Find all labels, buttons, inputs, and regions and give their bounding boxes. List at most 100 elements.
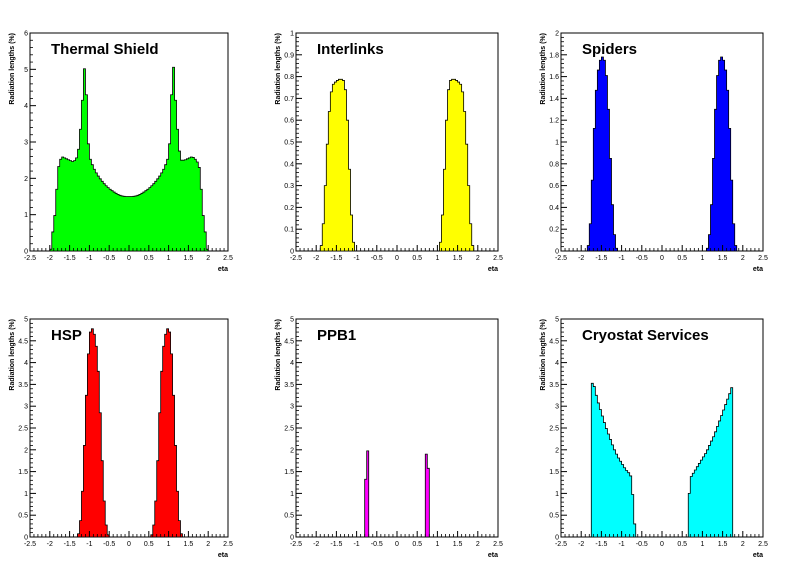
x-tick-label: 0 [395,541,399,548]
histogram-bars [30,66,228,252]
chart-panel: -2.5 -2 -1.5 -1 -0.5 0 0.5 1 1.5 2 2.5 0 0.5 1 1.5 2 2.5… [540,317,768,560]
panel-title: Interlinks [317,41,384,58]
y-tick-label: 2.5 [18,426,28,433]
y-tick-label: 0.8 [284,74,294,81]
y-tick-label: 2 [24,176,28,183]
y-tick-label: 1.5 [18,469,28,476]
y-tick-label: 0 [555,535,559,542]
x-tick-label: 1 [167,255,171,262]
y-tick-label: 5 [290,317,294,324]
x-tick-label: 2 [741,541,745,548]
x-tick-label: 1.5 [718,541,728,548]
x-tick-label: -0.5 [636,255,648,262]
x-tick-label: -1 [353,255,359,262]
y-tick-label: 1 [290,491,294,498]
x-tick-label: 2.5 [223,255,233,262]
x-tick-label: 2 [206,255,210,262]
x-tick-label: -2 [47,255,53,262]
x-tick-label: 2 [206,541,210,548]
y-tick-label: 0.2 [549,227,559,234]
x-tick-label: 2 [741,255,745,262]
y-tick-label: 4.5 [284,338,294,345]
y-tick-label: 3 [290,404,294,411]
x-tick-label: -2.5 [555,255,567,262]
y-tick-label: 1.5 [284,469,294,476]
x-axis-title: eta [488,552,498,559]
histogram-bars [561,56,763,252]
y-tick-label: 0 [290,249,294,256]
y-axis-title: Radiation lengths (%) [9,33,16,105]
y-tick-label: 0.5 [18,513,28,520]
panel-title: Thermal Shield [51,41,159,58]
y-tick-label: 4.5 [18,338,28,345]
y-tick-label: 2.5 [549,426,559,433]
x-tick-label: -2 [47,541,53,548]
y-tick-label: 4 [290,360,294,367]
x-axis-title: eta [488,266,498,273]
panel-title: PPB1 [317,327,356,344]
x-tick-label: -2 [578,255,584,262]
y-tick-label: 1.5 [549,469,559,476]
x-tick-label: 1.5 [453,541,463,548]
y-tick-label: 0.6 [549,183,559,190]
y-axis-title: Radiation lengths (%) [275,319,282,391]
y-tick-label: 1 [290,31,294,38]
x-tick-label: 0 [395,255,399,262]
x-axis-title: eta [753,552,763,559]
x-tick-label: -1 [353,541,359,548]
x-tick-label: -2 [313,541,319,548]
x-tick-label: -2 [578,541,584,548]
x-axis-title: eta [218,552,228,559]
x-tick-label: -1 [86,541,92,548]
y-tick-label: 3.5 [18,382,28,389]
x-tick-label: -1 [618,255,624,262]
x-tick-label: -2.5 [290,255,302,262]
y-tick-label: 0.1 [284,227,294,234]
x-tick-label: 1.5 [453,255,463,262]
x-tick-label: -1 [618,541,624,548]
plot-frame [29,318,229,538]
y-tick-label: 4 [555,360,559,367]
histogram-bars [561,382,763,538]
y-tick-label: 2 [555,447,559,454]
chart-panel: -2.5 -2 -1.5 -1 -0.5 0 0.5 1 1.5 2 2.5 0 0.5 1 1.5 2 2.5… [275,317,503,560]
y-tick-label: 1 [24,212,28,219]
x-tick-label: -0.5 [371,255,383,262]
y-tick-label: 0.4 [284,161,294,168]
x-tick-label: 0 [660,541,664,548]
y-tick-label: 0.7 [284,96,294,103]
y-axis-title: Radiation lengths (%) [9,319,16,391]
x-tick-label: -0.5 [103,541,115,548]
y-tick-label: 2.5 [284,426,294,433]
x-tick-label: 0.5 [677,541,687,548]
x-axis-title: eta [753,266,763,273]
y-tick-label: 5 [24,317,28,324]
x-tick-label: 0.5 [412,255,422,262]
x-tick-label: 0.5 [144,255,154,262]
chart-panel: -2.5 -2 -1.5 -1 -0.5 0 0.5 1 1.5 2 2.5 0 0.5 1 1.5 2 2.5… [9,317,233,560]
y-tick-label: 0.9 [284,52,294,59]
y-tick-label: 3.5 [549,382,559,389]
y-tick-label: 0 [290,535,294,542]
y-tick-label: 0.2 [284,205,294,212]
x-tick-label: 2.5 [493,255,503,262]
x-tick-label: 0.5 [144,541,154,548]
y-tick-label: 0.4 [549,205,559,212]
y-axis-title: Radiation lengths (%) [540,319,547,391]
x-tick-label: -0.5 [103,255,115,262]
x-tick-label: 1.5 [184,255,194,262]
x-tick-label: -0.5 [636,541,648,548]
y-tick-label: 4 [24,103,28,110]
y-tick-label: 0.3 [284,183,294,190]
x-tick-label: -1.5 [330,541,342,548]
x-tick-label: -2.5 [555,541,567,548]
x-tick-label: 0.5 [412,541,422,548]
y-tick-label: 0.5 [284,140,294,147]
y-tick-label: 0 [24,535,28,542]
y-tick-label: 0.5 [549,513,559,520]
histogram-bars [296,78,498,252]
chart-panel: -2.5 -2 -1.5 -1 -0.5 0 0.5 1 1.5 2 2.5 0 0.2 0.4 0.6 0.… [540,31,768,274]
x-tick-label: -1.5 [595,541,607,548]
x-tick-label: 0 [660,255,664,262]
